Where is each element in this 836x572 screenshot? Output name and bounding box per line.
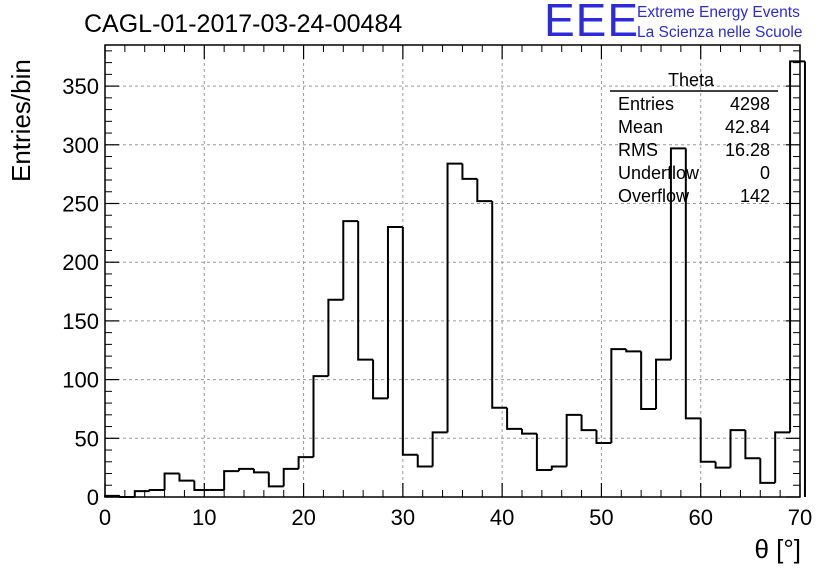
y-tick-label: 350 — [62, 74, 99, 99]
y-axis-label: Entries/bin — [6, 59, 36, 182]
histogram-bin — [565, 413, 582, 467]
y-tick-label: 250 — [62, 191, 99, 216]
histogram-bin — [640, 351, 657, 410]
histogram-bin — [714, 461, 731, 469]
x-tick-label: 20 — [291, 505, 315, 530]
chart-title: CAGL-01-2017-03-24-00484 — [84, 10, 403, 38]
histogram-bin — [163, 472, 180, 490]
histogram-bin — [252, 468, 269, 474]
logo-letters: EEE — [544, 0, 640, 46]
histogram-bin — [312, 375, 329, 458]
histogram-bin — [729, 429, 746, 468]
histogram-bin — [699, 418, 716, 463]
histogram-bin — [282, 467, 299, 487]
y-tick-label: 300 — [62, 133, 99, 158]
histogram-bin — [446, 162, 463, 433]
histogram-bin — [610, 348, 627, 443]
histogram-bin — [595, 430, 612, 444]
x-tick-label: 10 — [192, 505, 216, 530]
stat-entries-label: Entries — [618, 94, 675, 114]
histogram-bin — [789, 60, 805, 433]
x-axis-label: θ [°] — [754, 534, 801, 564]
histogram-bin — [625, 349, 642, 353]
histogram-bin — [342, 220, 359, 300]
histogram-bin — [372, 359, 388, 400]
stats-title: Theta — [668, 70, 715, 90]
histogram-bin — [178, 473, 195, 482]
histogram-bin — [193, 480, 210, 491]
histogram-bin — [401, 226, 418, 456]
histogram-bin — [535, 433, 552, 471]
y-tick-label: 150 — [62, 309, 99, 334]
x-tick-label: 30 — [391, 505, 415, 530]
y-tick-label: 100 — [62, 368, 99, 393]
grid-lines — [105, 45, 800, 497]
plot-frame — [104, 44, 801, 498]
stat-overflow-value: 142 — [739, 186, 770, 206]
y-tick-label: 0 — [87, 485, 99, 510]
stat-underflow-value: 0 — [759, 163, 770, 183]
histogram-bin — [491, 201, 508, 409]
histogram-bin — [238, 467, 254, 472]
histogram-bin — [476, 178, 493, 203]
logo-line-2: La Scienza nelle Scuole — [637, 24, 803, 41]
histogram-bars — [104, 60, 806, 498]
histogram-bin — [223, 470, 240, 490]
x-tick-label: 40 — [490, 505, 514, 530]
stat-mean-value: 42.84 — [724, 117, 770, 137]
histogram-bin — [431, 431, 448, 467]
tick-labels: 0 10 20 30 40 50 60 70 0 50 100 150 200 250 300 350 — [62, 74, 812, 530]
histogram-bin — [357, 221, 374, 361]
logo-line-1: Extreme Energy Events — [637, 4, 800, 21]
stat-mean-label: Mean — [618, 117, 664, 137]
histogram-bin — [461, 163, 478, 180]
histogram-bin — [297, 456, 314, 469]
x-tick-label: 50 — [589, 505, 613, 530]
x-tick-label: 60 — [688, 505, 712, 530]
histogram-bin — [655, 358, 671, 409]
x-tick-label: 70 — [788, 505, 812, 530]
histogram-bin — [148, 488, 165, 492]
histogram-bin — [506, 407, 522, 430]
histogram-bin — [416, 454, 433, 468]
histogram-bin — [774, 431, 791, 483]
histogram-bin — [580, 414, 597, 432]
histogram-bin — [267, 472, 284, 488]
stat-rms-value: 16.28 — [724, 140, 770, 160]
stat-rms-label: RMS — [618, 140, 658, 160]
histogram-bin — [759, 458, 776, 484]
histogram-bin — [744, 430, 761, 460]
histogram-bin — [133, 490, 150, 497]
histogram-bin — [386, 225, 403, 399]
histogram-bin — [669, 147, 686, 360]
histogram-bin — [684, 148, 701, 420]
histogram-bin — [550, 465, 567, 470]
stat-entries-value: 4298 — [729, 94, 770, 114]
x-tick-label: 0 — [99, 505, 111, 530]
stat-overflow-label: Overflow — [618, 186, 690, 206]
stat-underflow-label: Underflow — [618, 163, 700, 183]
histogram-bin — [327, 298, 344, 377]
axis-ticks — [104, 45, 801, 498]
y-tick-label: 50 — [75, 426, 99, 451]
y-tick-label: 200 — [62, 250, 99, 275]
histogram-bin — [521, 428, 537, 435]
